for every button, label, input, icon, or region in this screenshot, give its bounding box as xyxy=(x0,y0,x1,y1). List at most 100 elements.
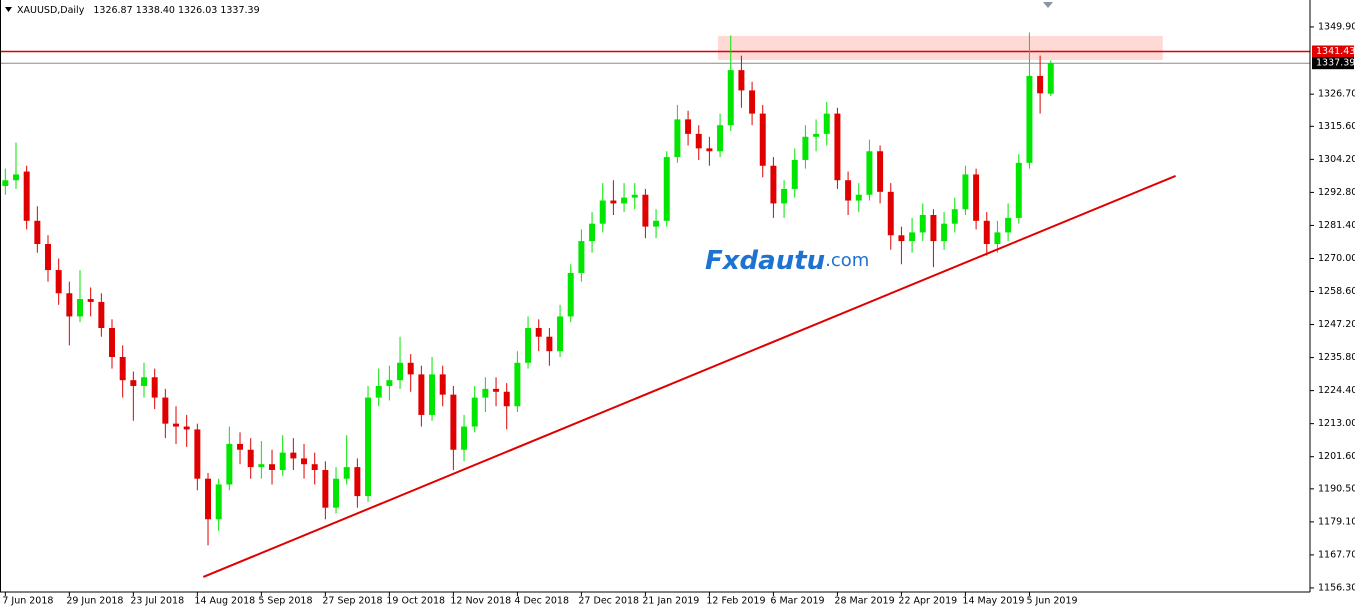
y-tick-label: 1258.60 xyxy=(1318,286,1355,297)
candle-body xyxy=(727,70,734,126)
x-tick-label: 5 Sep 2018 xyxy=(258,596,312,607)
candle-body xyxy=(514,362,521,407)
y-tick-label: 1326.70 xyxy=(1318,89,1355,100)
candle-body xyxy=(674,119,681,158)
candle-body xyxy=(706,148,713,152)
candle-body xyxy=(429,374,436,415)
x-tick-label: 22 Apr 2019 xyxy=(898,596,957,607)
candle-body xyxy=(482,388,489,398)
candle-body xyxy=(2,180,9,187)
candle-body xyxy=(994,232,1001,244)
candle-body xyxy=(375,385,382,398)
candle-body xyxy=(493,388,500,392)
candle-body xyxy=(823,113,830,134)
y-tick-label: 1315.60 xyxy=(1318,121,1355,132)
candle-body xyxy=(685,119,692,134)
y-tick-label: 1304.20 xyxy=(1318,154,1355,165)
x-tick-label: 19 Oct 2018 xyxy=(386,596,445,607)
candle-body xyxy=(98,301,105,329)
candle-body xyxy=(365,397,372,497)
candle-body xyxy=(55,270,62,294)
candle-body xyxy=(343,467,350,479)
y-tick-label: 1213.00 xyxy=(1318,418,1355,429)
candle-body xyxy=(322,470,329,508)
x-tick-label: 6 Mar 2019 xyxy=(770,596,824,607)
watermark-domain: .com xyxy=(825,250,869,271)
candle-body xyxy=(919,215,926,233)
y-tick-label: 1201.60 xyxy=(1318,451,1355,462)
shift-marker xyxy=(1043,2,1053,8)
candle-body xyxy=(183,426,190,430)
y-tick-label: 1167.70 xyxy=(1318,549,1355,560)
candle-body xyxy=(1047,63,1054,94)
candle-body xyxy=(887,191,894,236)
candle-body xyxy=(642,194,649,227)
open-price: 1326.87 xyxy=(93,5,132,16)
candle-body xyxy=(909,232,916,242)
candle-body xyxy=(589,223,596,242)
candle-body xyxy=(173,423,180,427)
candle-body xyxy=(237,443,244,450)
x-tick-label: 4 Dec 2018 xyxy=(514,596,569,607)
candle-body xyxy=(653,220,660,227)
price-level-label: 1337.39 xyxy=(1316,58,1355,69)
x-tick-label: 27 Sep 2018 xyxy=(322,596,382,607)
x-tick-label: 12 Nov 2018 xyxy=(450,596,511,607)
candle-body xyxy=(205,478,212,520)
candle-body xyxy=(791,159,798,189)
candle-body xyxy=(621,197,628,204)
candle-body xyxy=(546,336,553,352)
candle-body xyxy=(407,362,414,375)
y-tick-label: 1247.20 xyxy=(1318,319,1355,330)
candle-body xyxy=(834,113,841,181)
candle-body xyxy=(930,215,937,242)
high-price: 1338.40 xyxy=(136,5,175,16)
candle-body xyxy=(13,174,19,181)
x-tick-label: 29 Jun 2018 xyxy=(66,596,123,607)
price-level-box xyxy=(1312,45,1354,58)
candle-body xyxy=(1026,75,1033,163)
candle-body xyxy=(311,464,318,471)
low-price: 1326.03 xyxy=(178,5,217,16)
x-tick-label: 12 Feb 2019 xyxy=(706,596,765,607)
candle-body xyxy=(898,235,905,242)
candle-body xyxy=(631,194,638,198)
y-tick-label: 1156.30 xyxy=(1318,582,1355,593)
x-tick-label: 28 Mar 2019 xyxy=(834,596,894,607)
candle-body xyxy=(461,426,468,450)
candle-body xyxy=(535,328,542,337)
close-price: 1337.39 xyxy=(220,5,259,16)
y-tick-label: 1190.50 xyxy=(1318,483,1355,494)
candle-body xyxy=(610,200,617,204)
trendline xyxy=(202,174,1176,578)
candle-body xyxy=(813,133,820,137)
candle-body xyxy=(141,377,148,386)
x-tick-label: 7 Jun 2018 xyxy=(2,596,53,607)
symbol: XAUUSD,Daily xyxy=(17,5,85,16)
candle-body xyxy=(301,458,308,465)
candle-body xyxy=(503,391,510,407)
candle-body xyxy=(226,443,233,485)
candle-body xyxy=(45,243,51,271)
candle-body xyxy=(855,194,862,201)
candle-body xyxy=(290,452,297,459)
candle-body xyxy=(418,374,425,415)
x-tick-label: 23 Jul 2018 xyxy=(130,596,184,607)
candle-body xyxy=(866,151,873,195)
candle-body xyxy=(23,171,30,221)
x-tick-label: 5 Jun 2019 xyxy=(1026,596,1077,607)
candle-body xyxy=(354,467,361,497)
x-tick-label: 21 Jan 2019 xyxy=(642,596,699,607)
candle-body xyxy=(1005,217,1012,233)
y-tick-label: 1179.10 xyxy=(1318,516,1355,527)
candle-body xyxy=(759,113,766,166)
resistance-zone xyxy=(717,35,1163,60)
candle-body xyxy=(87,299,94,302)
y-tick-label: 1292.80 xyxy=(1318,187,1355,198)
y-tick-label: 1281.40 xyxy=(1318,220,1355,231)
y-tick-label: 1224.40 xyxy=(1318,385,1355,396)
candle-body xyxy=(471,397,478,427)
candle-body xyxy=(738,70,745,91)
candle-body xyxy=(450,394,457,450)
